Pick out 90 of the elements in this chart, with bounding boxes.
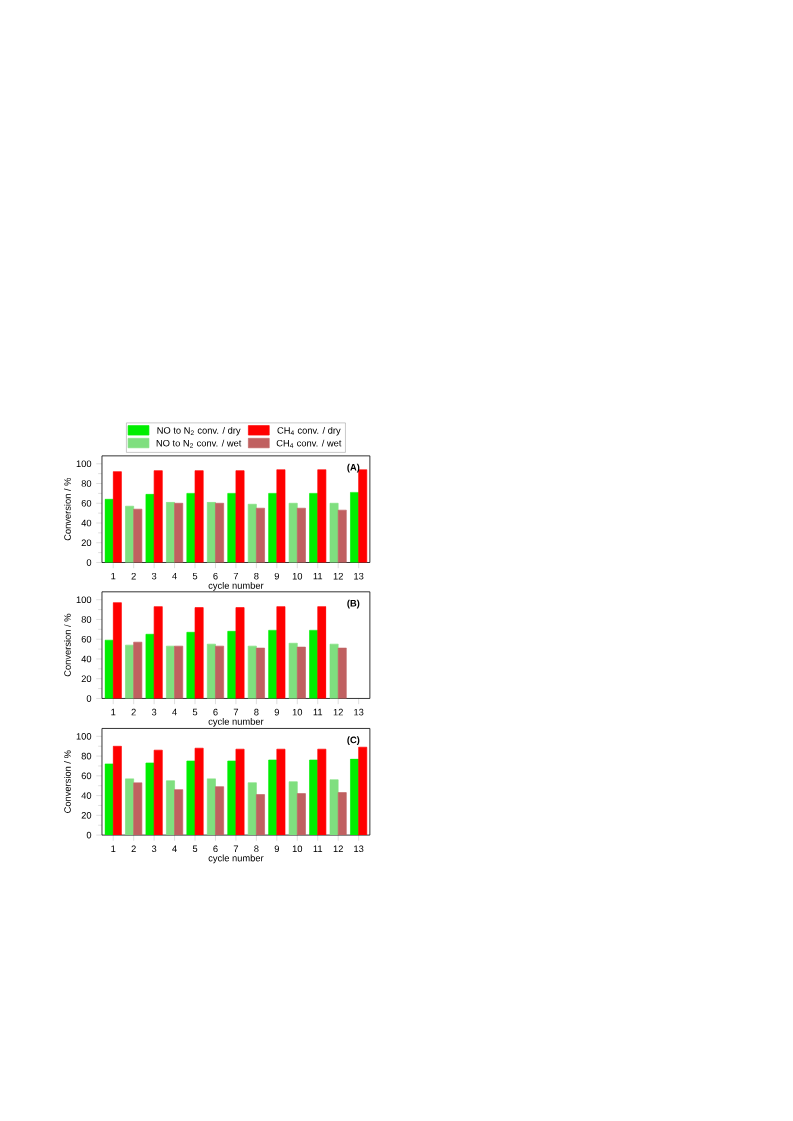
bar (194, 747, 204, 836)
x-tick-label: 3 (151, 708, 157, 716)
x-tick-label: 10 (292, 708, 303, 716)
x-tick-label: 6 (213, 708, 218, 716)
x-tick-label: 9 (274, 845, 279, 853)
y-tick-label: 20 (81, 539, 92, 547)
bar (268, 759, 278, 836)
x-tick-label: 7 (233, 572, 239, 580)
x-axis-title: cycle number (208, 581, 264, 591)
y-tick-label: 60 (81, 772, 92, 780)
bar (317, 748, 327, 836)
x-tick-label: 2 (131, 708, 136, 716)
x-tick-label: 11 (313, 572, 323, 580)
y-tick-label: 60 (81, 635, 92, 643)
annotation: (B) (347, 599, 360, 609)
y-tick-label: 80 (81, 752, 92, 760)
x-tick-label: 5 (192, 845, 198, 852)
y-tick-label: 20 (81, 675, 92, 682)
bar (276, 748, 286, 836)
bar (358, 746, 368, 836)
x-tick-label: 7 (233, 708, 239, 716)
y-axis-title: Conversion / % (63, 750, 71, 813)
x-tick-label: 8 (254, 845, 259, 853)
y-axis-title: Conversion / % (63, 477, 71, 541)
x-tick-label: 3 (151, 845, 157, 853)
x-tick-label: 1 (111, 708, 116, 716)
x-tick-label: 12 (333, 572, 343, 580)
x-tick-label: 10 (292, 845, 303, 853)
bar (153, 606, 163, 699)
x-tick-label: 13 (354, 572, 364, 580)
x-tick-label: 3 (151, 572, 157, 580)
bar (112, 745, 122, 836)
bar (235, 748, 245, 836)
bar (276, 606, 286, 699)
y-tick-label: 0 (86, 695, 92, 702)
x-tick-label: 4 (172, 845, 177, 852)
x-tick-label: 13 (354, 708, 364, 716)
annotation: (A) (347, 463, 360, 473)
y-tick-label: 80 (81, 616, 92, 623)
y-tick-label: 80 (81, 480, 92, 487)
y-tick-label: 60 (81, 499, 92, 507)
x-tick-label: 10 (292, 572, 303, 580)
x-tick-label: 9 (274, 572, 279, 580)
x-axis-title: cycle number (208, 717, 264, 727)
x-tick-label: 13 (354, 845, 364, 853)
x-tick-label: 1 (111, 845, 116, 852)
x-tick-label: 6 (213, 572, 218, 580)
y-tick-label: 20 (81, 812, 92, 819)
y-tick-label: 40 (81, 519, 92, 527)
x-tick-label: 2 (131, 572, 136, 580)
bar (194, 607, 204, 699)
x-tick-label: 5 (192, 708, 198, 716)
x-tick-label: 8 (254, 572, 259, 580)
x-tick-label: 6 (213, 845, 218, 853)
y-tick-label: 0 (86, 831, 92, 839)
x-tick-label: 5 (192, 572, 198, 580)
y-tick-label: 100 (76, 460, 92, 468)
x-tick-label: 9 (274, 708, 279, 716)
x-tick-label: 4 (172, 572, 177, 580)
y-tick-label: 100 (76, 733, 92, 740)
bar (153, 749, 163, 836)
bar (104, 763, 114, 836)
x-tick-label: 8 (254, 708, 259, 716)
y-tick-label: 0 (86, 559, 92, 566)
bar (350, 758, 359, 836)
x-tick-label: 2 (131, 845, 136, 852)
x-tick-label: 7 (233, 845, 239, 852)
y-tick-label: 40 (81, 655, 92, 663)
legend-label: CH$_{4}$ conv. / wet (276, 439, 342, 448)
y-tick-label: 40 (81, 792, 92, 799)
legend-label: NO to N$_{2}$ conv. / dry (157, 426, 241, 436)
y-tick-label: 100 (76, 596, 92, 604)
bar (317, 606, 327, 699)
x-tick-label: 1 (111, 572, 116, 580)
bar (112, 602, 122, 699)
y-axis-title: Conversion / % (63, 613, 71, 677)
bar (235, 607, 245, 699)
legend-label: NO to N$_{2}$ conv. / wet (156, 439, 242, 448)
x-tick-label: 12 (333, 845, 343, 852)
bar (227, 760, 237, 836)
bar (309, 759, 319, 836)
x-tick-label: 11 (313, 845, 323, 852)
x-tick-label: 12 (333, 708, 343, 716)
legend-label: CH$_{4}$ conv. / dry (277, 426, 341, 436)
annotation: (C) (347, 736, 360, 746)
x-tick-label: 11 (313, 708, 323, 716)
x-tick-label: 4 (172, 708, 177, 716)
bar (186, 760, 196, 836)
bar (145, 762, 155, 836)
x-axis-title: cycle number (208, 854, 264, 864)
